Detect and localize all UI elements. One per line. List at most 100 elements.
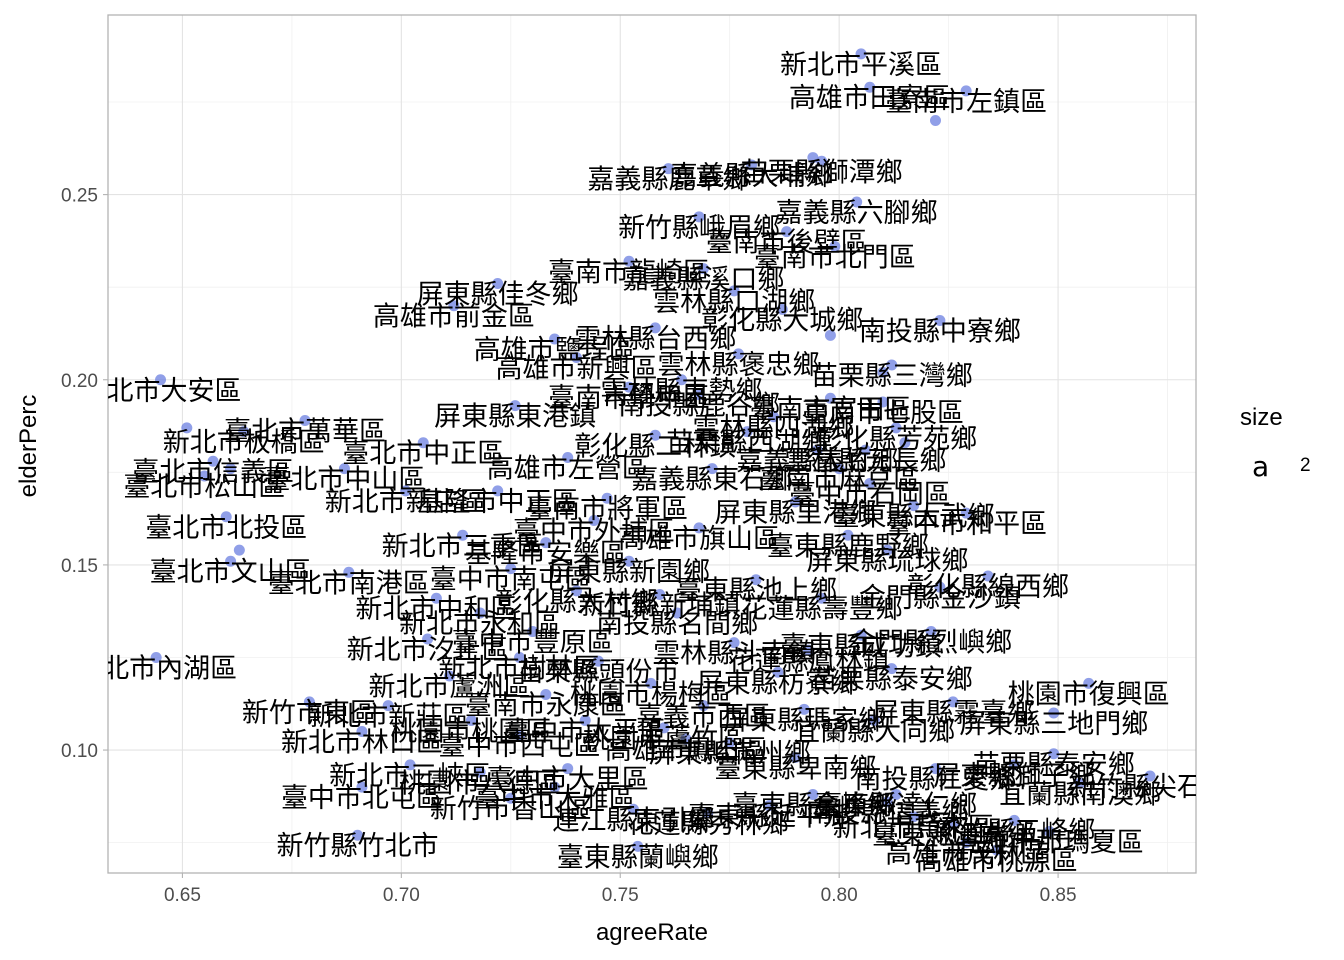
data-point xyxy=(881,796,893,808)
data-point xyxy=(343,566,355,578)
point-label: 彰化縣二林鎮 xyxy=(574,431,736,462)
data-point xyxy=(789,496,801,508)
data-point xyxy=(693,211,705,223)
point-label: 新竹縣新埔鎮 xyxy=(579,591,741,622)
data-point xyxy=(540,689,552,701)
data-point xyxy=(960,85,972,97)
data-point xyxy=(829,240,841,252)
point-label: 屏東縣里港鄉 xyxy=(714,498,876,529)
point-label: 花蓮縣秀林鄉 xyxy=(627,809,789,840)
data-point xyxy=(934,315,946,327)
point-label: 彰化縣大村鄉 xyxy=(495,587,657,618)
point-label: 臺北市北投區 xyxy=(145,513,307,544)
y-tick-label: 0.15 xyxy=(61,556,98,577)
data-point xyxy=(676,374,688,386)
point-label: 新北市三峽區 xyxy=(329,761,491,792)
point-label: 雲林縣斗南鎮 xyxy=(653,639,815,670)
point-label: 臺中市大里區 xyxy=(487,765,649,796)
data-point xyxy=(400,485,412,497)
data-point xyxy=(890,788,902,800)
point-label: 新北市樹林區 xyxy=(439,653,601,684)
data-point xyxy=(833,463,845,475)
point-label: 屏東縣三地門鄉 xyxy=(959,709,1148,740)
data-point xyxy=(877,396,889,408)
point-label: 高雄市田寮區 xyxy=(789,83,951,114)
data-point xyxy=(225,555,237,567)
data-point xyxy=(623,555,635,567)
data-point xyxy=(623,381,635,393)
point-label: 屏東縣霧臺鄉 xyxy=(872,698,1034,729)
data-point xyxy=(356,781,368,793)
data-point xyxy=(807,152,819,164)
point-label: 高雄市桃源區 xyxy=(916,846,1078,877)
data-point xyxy=(706,463,718,475)
point-label: 嘉義縣溪口鄉 xyxy=(622,265,784,296)
point-label: 嘉義縣鹿草鄉 xyxy=(587,165,749,196)
point-label: 新北市新莊區 xyxy=(307,702,469,733)
point-label: 臺南市左鎮區 xyxy=(885,87,1047,118)
data-point xyxy=(382,700,394,712)
y-axis-title: elderPerc xyxy=(15,395,42,498)
data-point xyxy=(627,803,639,815)
data-point xyxy=(925,626,937,638)
point-label: 嘉義縣義竹鄉 xyxy=(736,446,898,477)
legend-key-label: 2 xyxy=(1300,455,1311,476)
point-label: 新北市永和區 xyxy=(399,609,561,640)
point-label: 臺南市官田區 xyxy=(749,394,911,425)
point-label: 宜蘭縣大同鄉 xyxy=(793,716,955,747)
data-point xyxy=(303,696,315,708)
point-label: 花蓮縣壽豐鄉 xyxy=(741,594,903,625)
data-point xyxy=(645,677,657,689)
data-point xyxy=(803,644,815,656)
point-label: 臺東縣延平鄉 xyxy=(688,802,850,833)
data-point xyxy=(299,414,311,426)
data-point xyxy=(448,300,460,312)
data-point xyxy=(886,663,898,675)
point-label: 南投縣中寮鄉 xyxy=(859,317,1021,348)
data-point xyxy=(947,696,959,708)
point-label: 新北市板橋區 xyxy=(163,428,325,459)
data-point xyxy=(807,788,819,800)
point-label: 花蓮縣鳳林鎮 xyxy=(728,646,890,677)
data-point xyxy=(1043,826,1055,838)
data-point xyxy=(632,840,644,852)
data-point xyxy=(549,781,561,793)
data-point xyxy=(562,452,574,464)
point-label: 屏東縣琉球鄉 xyxy=(806,546,968,577)
point-label: 雲林縣四湖鄉 xyxy=(692,413,854,444)
point-label: 臺中市南屯區 xyxy=(430,565,592,596)
point-label: 臺北市萬華區 xyxy=(224,416,386,447)
y-tick-label: 0.10 xyxy=(61,741,98,762)
data-point xyxy=(899,437,911,449)
point-label: 臺中市大雅區 xyxy=(474,783,636,814)
data-point xyxy=(658,722,670,734)
point-label: 桃園市復興區 xyxy=(1008,679,1170,710)
data-point xyxy=(763,800,775,812)
data-point xyxy=(702,807,714,819)
point-label: 新竹縣竹北市 xyxy=(277,831,439,862)
data-point xyxy=(540,537,552,549)
point-label: 雲林縣台西鄉 xyxy=(574,324,736,355)
data-point xyxy=(728,637,740,649)
data-point xyxy=(662,163,674,175)
point-label: 雲林縣褒忠鄉 xyxy=(657,350,819,381)
point-label: 臺南市北門區 xyxy=(754,242,916,273)
point-label: 屏東縣枋寮鄉 xyxy=(697,668,859,699)
data-point xyxy=(1008,759,1020,771)
x-tick-label: 0.85 xyxy=(1040,885,1077,906)
point-label: 雲林縣口湖鄉 xyxy=(653,287,815,318)
data-point xyxy=(816,155,828,167)
data-point xyxy=(929,763,941,775)
point-label: 屏東縣獅子鄉 xyxy=(933,761,1095,792)
y-tick-label: 0.20 xyxy=(61,371,98,392)
minor-gridlines xyxy=(108,15,1196,873)
point-label: 臺南市永康區 xyxy=(465,691,627,722)
data-point xyxy=(1008,814,1020,826)
data-point xyxy=(570,585,582,597)
point-label: 新北市中和區 xyxy=(355,594,517,625)
data-point xyxy=(505,792,517,804)
point-label: 基隆市中正區 xyxy=(417,487,579,518)
point-label: 金門縣烈嶼鄉 xyxy=(850,628,1012,659)
data-point xyxy=(767,411,779,423)
point-label: 屏東縣新園鄉 xyxy=(548,557,710,588)
